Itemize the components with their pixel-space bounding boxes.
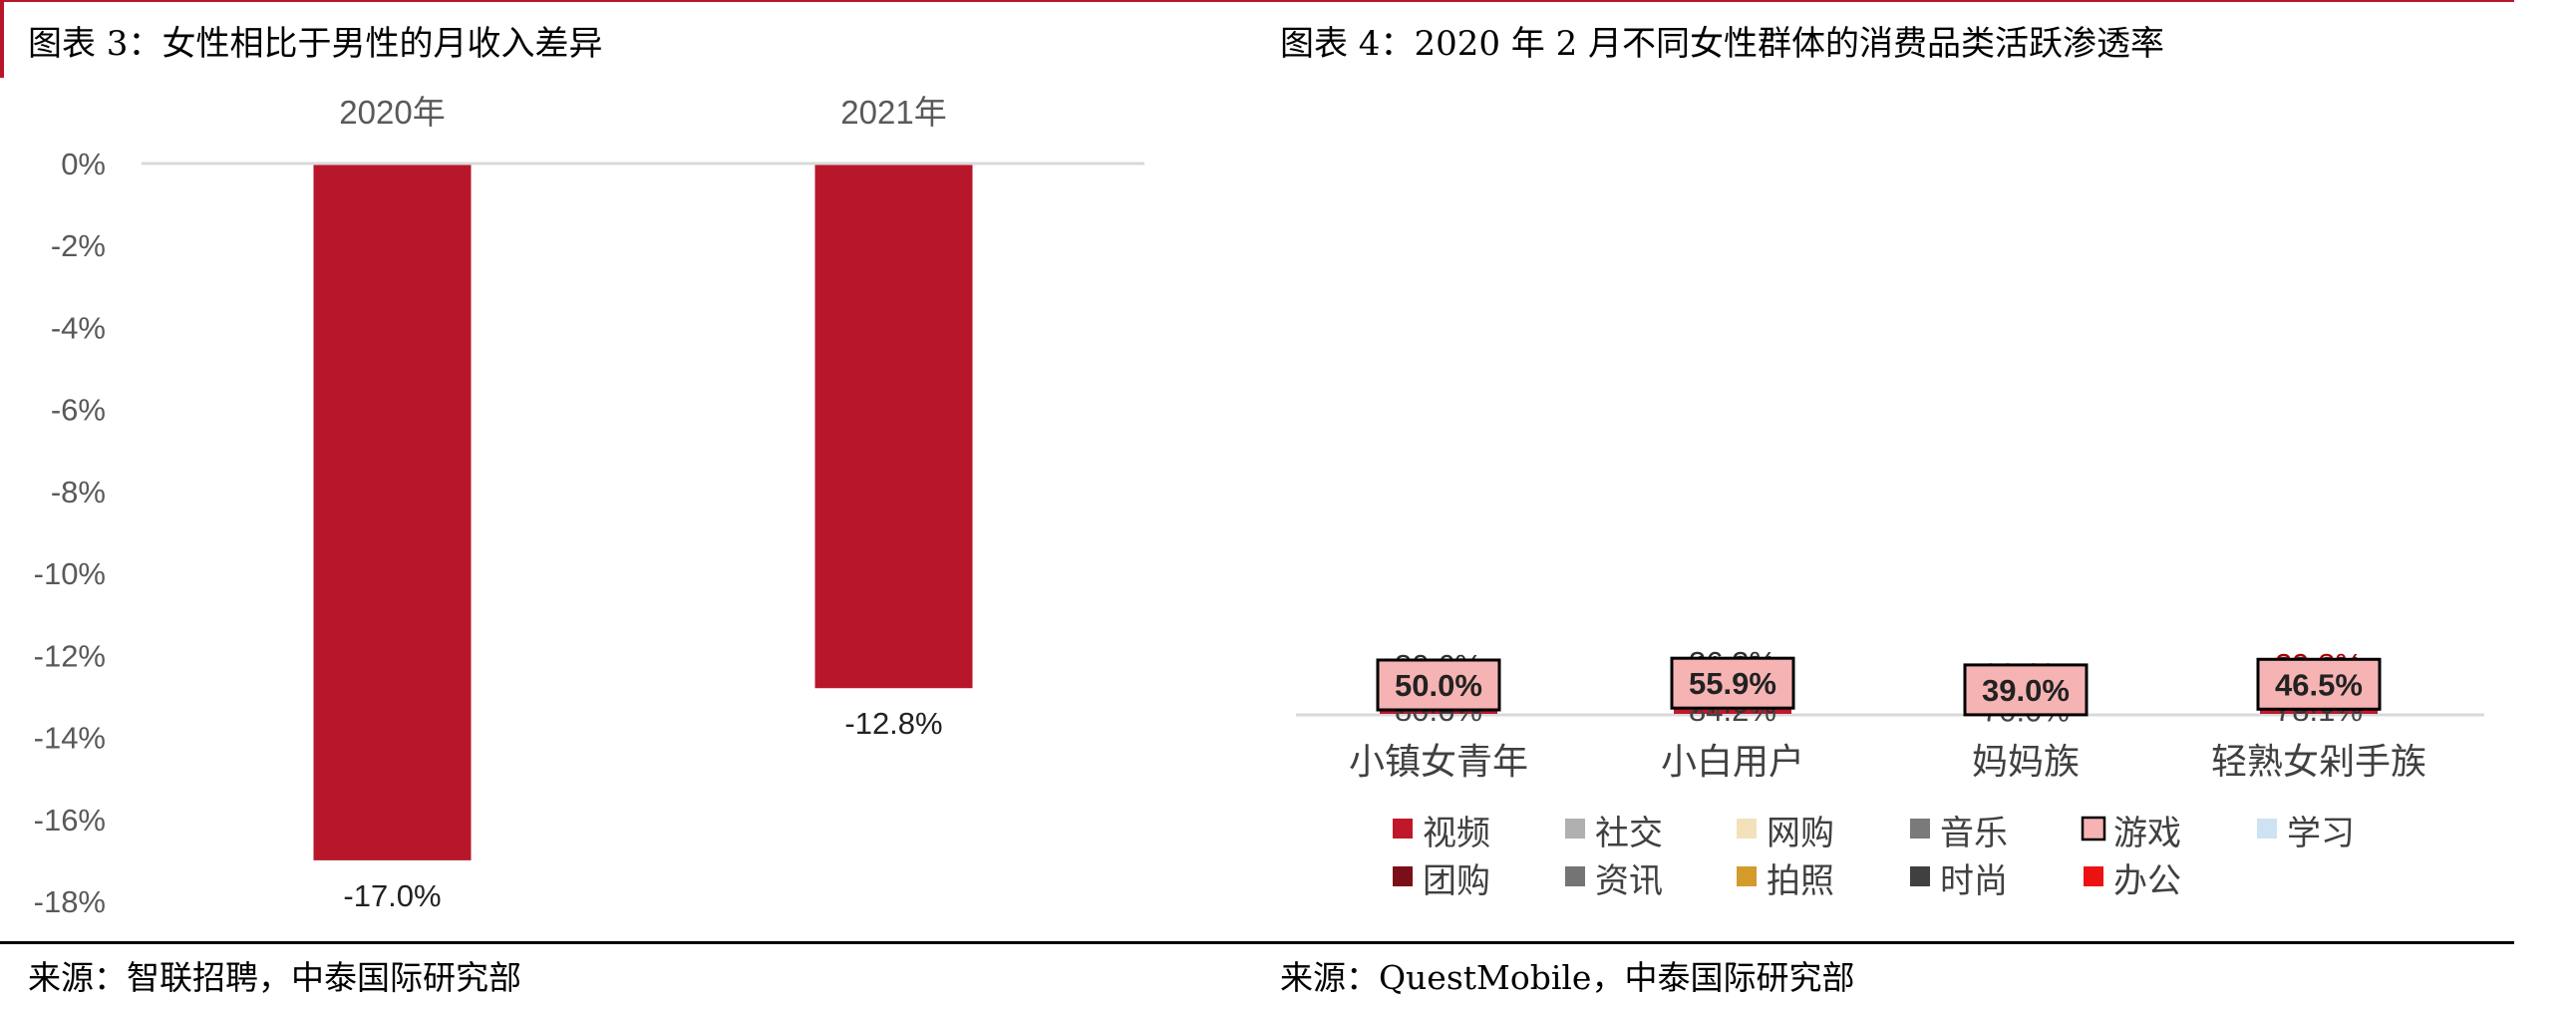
category-label: 2020年: [339, 94, 445, 131]
legend-label: 团购: [1423, 862, 1490, 900]
highlight-box: [1376, 658, 1501, 712]
legend-label: 游戏: [2113, 815, 2181, 852]
bar: [313, 164, 472, 860]
right-source: 来源：QuestMobile，中泰国际研究部: [1280, 958, 1855, 997]
legend-label: 网购: [1767, 815, 1834, 852]
legend-label: 社交: [1595, 815, 1663, 852]
highlight-box: [1670, 656, 1795, 710]
legend-swatch: [2084, 866, 2103, 886]
category-label: 轻熟女剁手族: [2211, 741, 2426, 782]
right-chart-title: 图表 4：2020 年 2 月不同女性群体的消费品类活跃渗透率: [1280, 24, 2165, 64]
legend-label: 拍照: [1767, 862, 1834, 900]
y-tick-label: -4%: [51, 310, 106, 345]
category-label: 小白用户: [1661, 741, 1804, 782]
y-tick-label: -12%: [34, 638, 106, 673]
legend-swatch: [2081, 816, 2106, 841]
left-chart-title: 图表 3：女性相比于男性的月收入差异: [28, 24, 603, 64]
data-label: -17.0%: [343, 878, 441, 913]
data-label-highlight: 50.0%: [1395, 668, 1482, 703]
data-label-highlight: 46.5%: [2275, 667, 2363, 702]
legend-swatch: [1565, 819, 1585, 839]
income-gap-chart: 0% -2% -4% -6% -8% -10% -12% -14% -16% -18% 2020年 -…: [34, 94, 1144, 919]
data-label: -12.8%: [844, 706, 942, 741]
y-tick-label: 0%: [61, 147, 106, 181]
legend-label: 资讯: [1595, 862, 1663, 900]
bar: [814, 164, 973, 689]
legend-swatch: [1737, 819, 1757, 839]
y-tick-label: -18%: [34, 884, 106, 919]
legend-label: 视频: [1423, 815, 1490, 852]
left-accent-bar: [0, 0, 4, 78]
y-tick-label: -8%: [51, 475, 106, 509]
y-tick-label: -2%: [51, 228, 106, 263]
legend-label: 办公: [2113, 862, 2181, 900]
category-label: 妈妈族: [1972, 741, 2080, 782]
highlight-box: [1963, 663, 2089, 717]
legend-label: 时尚: [1940, 862, 2008, 900]
y-tick-label: -10%: [34, 556, 106, 591]
legend-swatch: [1910, 866, 1930, 886]
legend-swatch: [1393, 866, 1413, 886]
y-tick-label: -16%: [34, 803, 106, 838]
legend-swatch: [1565, 866, 1585, 886]
category-label: 2021年: [840, 94, 946, 131]
data-label-highlight: 39.0%: [1982, 673, 2070, 708]
consumption-penetration-chart: 80.6%74.2%56.7%54.1%41.3%41.3%40.9%36.5%…: [1296, 645, 2484, 900]
legend-swatch: [1910, 819, 1930, 839]
left-source: 来源：智联招聘，中泰国际研究部: [28, 958, 521, 997]
data-label-highlight: 55.9%: [1689, 666, 1776, 701]
legend-label: 学习: [2287, 815, 2355, 852]
stack-segment: [1674, 705, 1791, 714]
legend-swatch: [1393, 819, 1413, 839]
top-rule: [0, 0, 2514, 2]
legend-swatch: [2257, 819, 2277, 839]
y-tick-label: -6%: [51, 393, 106, 428]
category-label: 小镇女青年: [1349, 741, 1528, 782]
legend-label: 音乐: [1940, 815, 2008, 852]
bottom-rule: [0, 941, 2514, 944]
legend-swatch: [1737, 866, 1757, 886]
y-tick-label: -14%: [34, 721, 106, 756]
highlight-box: [2256, 657, 2382, 711]
